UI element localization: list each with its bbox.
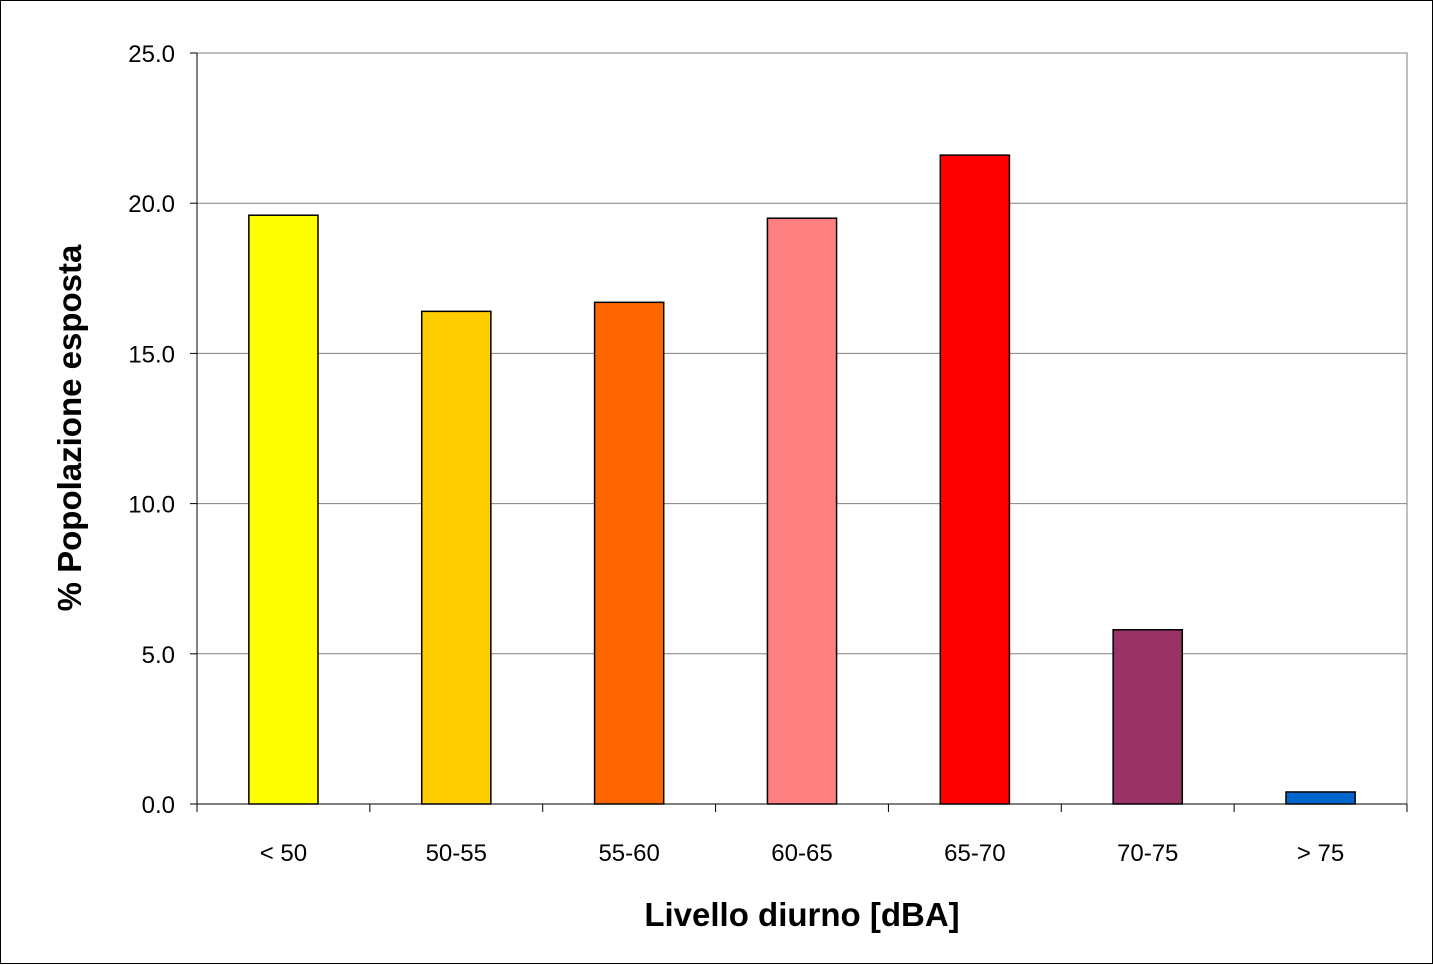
x-tick-label: 70-75	[1117, 840, 1178, 867]
bar	[766, 217, 838, 805]
bar	[939, 154, 1011, 805]
y-tick-label: 25.0	[128, 41, 175, 68]
y-tick-label: 10.0	[128, 492, 175, 519]
x-tick-label: 50-55	[426, 840, 487, 867]
y-tick-label: 5.0	[142, 642, 175, 669]
y-tick-label: 15.0	[128, 341, 175, 368]
axes	[190, 52, 1408, 812]
x-tick-labels: < 50 50-55 55-60 60-65 65-70 70-75 > 75	[260, 840, 1345, 867]
bars	[248, 154, 1356, 805]
x-axis-title: Livello diurno [dBA]	[644, 896, 959, 933]
bar	[593, 301, 665, 805]
bar	[1112, 629, 1184, 805]
x-tick-label: 55-60	[598, 840, 659, 867]
y-axis-title: % Popolazione esposta	[51, 244, 88, 611]
y-tick-labels: 0.0 5.0 10.0 15.0 20.0 25.0	[128, 41, 175, 819]
x-tick-label: > 75	[1297, 840, 1344, 867]
x-tick-label: 60-65	[771, 840, 832, 867]
bar	[1285, 791, 1356, 805]
bar	[420, 310, 492, 805]
bar	[248, 214, 319, 805]
x-tick-label: < 50	[260, 840, 307, 867]
y-tick-label: 0.0	[142, 792, 175, 819]
y-tick-label: 20.0	[128, 191, 175, 218]
x-tick-label: 65-70	[944, 840, 1005, 867]
